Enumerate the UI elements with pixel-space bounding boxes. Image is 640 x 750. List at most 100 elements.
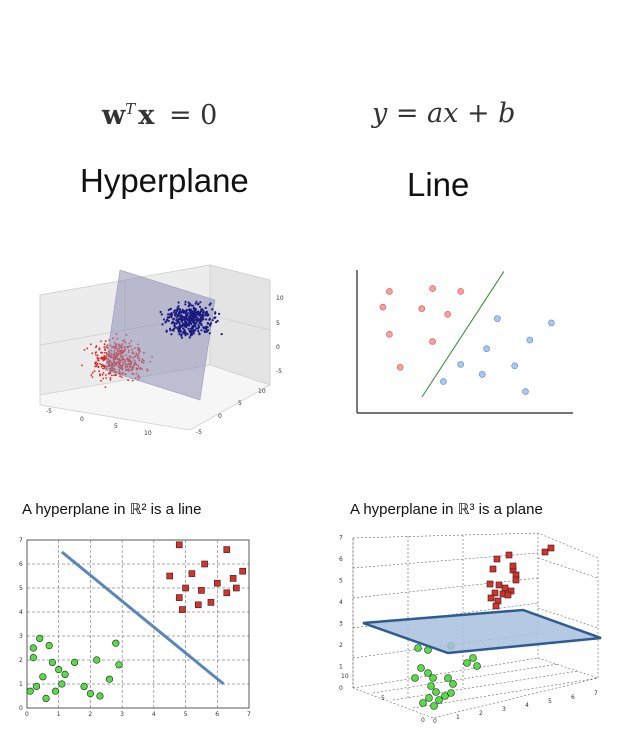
green-circle — [70, 658, 79, 666]
z-tick: 5 — [276, 320, 280, 327]
y-tick: 5 — [19, 585, 23, 592]
blue-point — [483, 345, 490, 352]
blue-point — [216, 319, 219, 322]
blue-point — [184, 300, 187, 303]
red-point — [127, 379, 129, 382]
green-circle — [26, 687, 34, 695]
plot3d-plane — [362, 608, 602, 655]
green-circle — [441, 692, 449, 700]
red-point — [101, 373, 104, 376]
red-point — [105, 356, 107, 358]
red-square — [495, 581, 503, 589]
red-square — [487, 594, 495, 602]
red-square — [501, 584, 509, 592]
z-tick: 4 — [339, 599, 343, 606]
blue-point — [178, 326, 181, 329]
blue-point — [176, 321, 179, 324]
blue-point — [169, 307, 172, 311]
plot3d-ticks: 0 1 2 3 4 5 6 7 0 1 2 3 4 5 6 7 0 5 10 — [339, 535, 598, 726]
red-point — [105, 377, 108, 379]
blue-point — [185, 309, 188, 312]
red-square — [182, 584, 189, 592]
blue-point — [194, 325, 197, 328]
y-tick: 1 — [19, 681, 23, 688]
blue-point — [526, 336, 534, 344]
z-tick: 5 — [339, 578, 343, 585]
z-tick: -5 — [276, 368, 282, 375]
blue-point — [198, 332, 201, 335]
blue-point — [167, 319, 170, 322]
scatter3d-hyperplane — [104, 269, 216, 401]
blue-point — [184, 334, 187, 337]
blue-point — [177, 313, 180, 317]
y-tick: 2 — [19, 657, 23, 664]
red-square — [229, 575, 237, 582]
blue-point — [184, 303, 187, 306]
blue-point — [214, 312, 217, 315]
blue-point — [198, 314, 201, 317]
blue-point — [172, 329, 175, 332]
red-point — [386, 288, 393, 295]
red-point — [99, 373, 101, 375]
x-tick: 2 — [479, 710, 483, 717]
red-point — [108, 372, 110, 375]
red-point — [115, 374, 117, 377]
x-tick: 7 — [247, 711, 251, 718]
blue-point — [162, 318, 166, 321]
plot3d-green-cluster — [411, 642, 481, 710]
green-circle — [48, 658, 56, 666]
blue-point — [191, 328, 194, 331]
blue-point — [194, 329, 197, 332]
green-circle — [444, 674, 452, 682]
red-square — [201, 560, 208, 568]
red-point — [105, 352, 108, 355]
blue-point — [478, 371, 486, 378]
blue-point — [440, 378, 447, 385]
red-point — [96, 362, 99, 365]
red-point — [109, 378, 112, 381]
blue-point — [180, 311, 183, 314]
blue-point — [186, 332, 189, 336]
red-point — [94, 365, 96, 368]
red-square — [213, 579, 221, 587]
blue-point — [186, 314, 189, 317]
blue-point — [167, 308, 170, 311]
blue-point — [192, 304, 195, 307]
blue-point — [195, 300, 198, 303]
red-square — [223, 589, 231, 597]
blue-point — [192, 332, 195, 335]
blue-point — [178, 311, 181, 314]
y-tick: 10 — [258, 388, 266, 395]
red-point — [102, 377, 105, 380]
blue-point — [181, 308, 184, 311]
red-point — [91, 376, 94, 378]
z-tick: 0 — [339, 685, 343, 692]
blue-point — [178, 308, 182, 311]
blue-point — [199, 316, 203, 319]
green-circle — [39, 673, 47, 681]
blue-point — [178, 323, 181, 326]
blue-point — [193, 318, 196, 321]
x-tick: 4 — [525, 702, 529, 709]
blue-point — [204, 311, 207, 314]
red-square — [198, 587, 205, 594]
red-point — [98, 348, 101, 351]
red-square — [194, 601, 202, 609]
blue-point — [172, 317, 175, 320]
blue-point — [175, 326, 178, 329]
blue-point — [202, 326, 205, 329]
red-point — [86, 347, 89, 350]
green-circle — [449, 680, 457, 688]
blue-point — [213, 316, 216, 319]
blue-point — [176, 310, 179, 313]
red-point — [111, 374, 113, 377]
red-point — [100, 379, 102, 382]
z-tick: 7 — [339, 535, 343, 542]
blue-point — [180, 334, 183, 337]
y-tick: 6 — [19, 561, 23, 568]
red-point — [96, 354, 99, 357]
blue-point — [494, 315, 501, 322]
y-tick: -5 — [196, 429, 202, 436]
x-tick: 5 — [184, 711, 188, 718]
red-point — [457, 288, 464, 295]
